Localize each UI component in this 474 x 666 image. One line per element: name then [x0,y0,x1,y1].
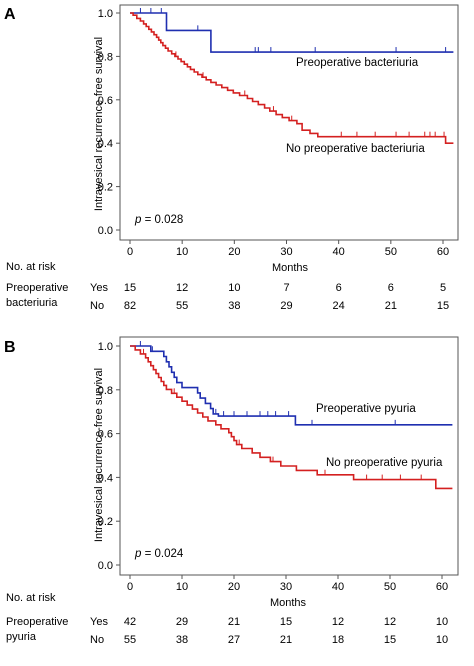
x-tick-label: 0 [127,246,133,258]
panel-b-x-ticks: 0 10 20 30 40 50 60 [127,575,448,593]
risk-count: 42 [124,616,136,628]
panel-a-y-axis-label: Intravesical recurrence-free survival [93,37,105,211]
y-tick-label: 0.8 [98,51,113,63]
panel-a-curves [130,8,454,144]
panel-a-label: A [4,6,16,23]
survival-curve-red [130,345,453,490]
risk-count: 21 [280,634,292,646]
panel-a-x-axis-label: Months [272,262,309,274]
risk-count: 6 [388,282,394,294]
panel-a-series-label-red: No preoperative bacteriuria [286,143,425,155]
panel-a-risk-header: No. at risk [6,261,56,273]
risk-count: 12 [332,616,344,628]
risk-count: 12 [384,616,396,628]
risk-count: 29 [176,616,188,628]
y-tick-label: 0.4 [98,472,113,484]
x-tick-label: 50 [384,581,396,593]
y-tick-label: 1.0 [98,8,113,20]
panel-b-series-label-red: No preoperative pyuria [326,457,443,469]
x-tick-label: 30 [280,581,292,593]
panel-a-risk-group-line2: bacteriuria [6,297,58,309]
panel-b-p-value: p = 0.024 [134,548,184,560]
x-tick-label: 10 [176,246,188,258]
risk-count: 10 [228,282,240,294]
panel-b-series-label-blue: Preoperative pyuria [316,403,416,415]
risk-count: 27 [228,634,240,646]
x-tick-label: 50 [385,246,397,258]
survival-curve-blue [130,12,454,53]
risk-count: 15 [124,282,136,294]
risk-count: 24 [333,300,345,312]
risk-count: 10 [436,616,448,628]
panel-a-p-symbol: p [134,214,142,226]
x-tick-label: 60 [436,581,448,593]
risk-count: 15 [437,300,449,312]
y-tick-label: 0.8 [98,385,113,397]
panel-a-plot-frame [119,4,459,241]
panel-b-risk-no-label: No [90,634,104,646]
x-tick-label: 40 [333,246,345,258]
risk-count: 6 [336,282,342,294]
x-tick-label: 10 [176,581,188,593]
y-tick-label: 0.6 [98,95,113,107]
risk-count: 7 [283,282,289,294]
panel-b-x-axis-label: Months [270,597,307,609]
y-tick-label: 0.2 [98,182,113,194]
panel-b-p-number: = 0.024 [145,548,184,560]
risk-count: 10 [436,634,448,646]
panel-a-risk-yes-label: Yes [90,282,108,294]
x-tick-label: 60 [437,246,449,258]
panel-b-risk-group-line1: Preoperative [6,616,68,628]
panel-b-y-axis-label: Intravesical recurrence-free survival [93,368,105,542]
panel-b-curves [130,341,453,490]
risk-count: 15 [384,634,396,646]
risk-count: 12 [176,282,188,294]
panel-b: B Intravesical recurrence-free survival … [4,336,459,646]
panel-b-y-ticks: 0.0 0.2 0.4 0.6 0.8 1.0 [98,341,120,572]
panel-b-plot-frame [119,336,459,576]
risk-count: 21 [228,616,240,628]
y-tick-label: 0.4 [98,138,113,150]
risk-count: 82 [124,300,136,312]
y-tick-label: 0.0 [98,225,113,237]
x-tick-label: 20 [228,246,240,258]
panel-a-risk-group-line1: Preoperative [6,282,68,294]
panel-b-label: B [4,339,16,356]
risk-count: 18 [332,634,344,646]
survival-curve-blue [130,345,453,426]
risk-count: 38 [228,300,240,312]
risk-count: 21 [385,300,397,312]
x-tick-label: 0 [127,581,133,593]
risk-count: 55 [124,634,136,646]
panel-a-risk-values: 15 12 10 7 6 6 5 82 55 38 29 24 21 15 [124,282,449,312]
panel-a-risk-no-label: No [90,300,104,312]
risk-count: 38 [176,634,188,646]
risk-count: 5 [440,282,446,294]
y-tick-label: 0.2 [98,516,113,528]
panel-b-risk-header: No. at risk [6,592,56,604]
survival-curve-red [130,12,454,144]
x-tick-label: 20 [228,581,240,593]
panel-b-p-symbol: p [134,548,142,560]
panel-a-x-ticks: 0 10 20 30 40 50 60 [127,240,449,258]
panel-a-p-value: p = 0.028 [134,214,183,226]
y-tick-label: 0.6 [98,429,113,441]
panel-a-p-number: = 0.028 [145,214,184,226]
panel-a-y-ticks: 0.0 0.2 0.4 0.6 0.8 1.0 [98,8,120,237]
y-tick-label: 0.0 [98,560,113,572]
panel-b-risk-yes-label: Yes [90,616,108,628]
panel-a: A Intravesical recurrence-free survival … [4,4,459,312]
risk-count: 29 [280,300,292,312]
risk-count: 15 [280,616,292,628]
panel-b-risk-values: 42 29 21 15 12 12 10 55 38 27 21 18 15 10 [124,616,448,646]
y-tick-label: 1.0 [98,341,113,353]
panel-b-risk-group-line2: pyuria [6,631,37,643]
x-tick-label: 40 [332,581,344,593]
x-tick-label: 30 [280,246,292,258]
risk-count: 55 [176,300,188,312]
panel-a-series-label-blue: Preoperative bacteriuria [296,57,419,69]
